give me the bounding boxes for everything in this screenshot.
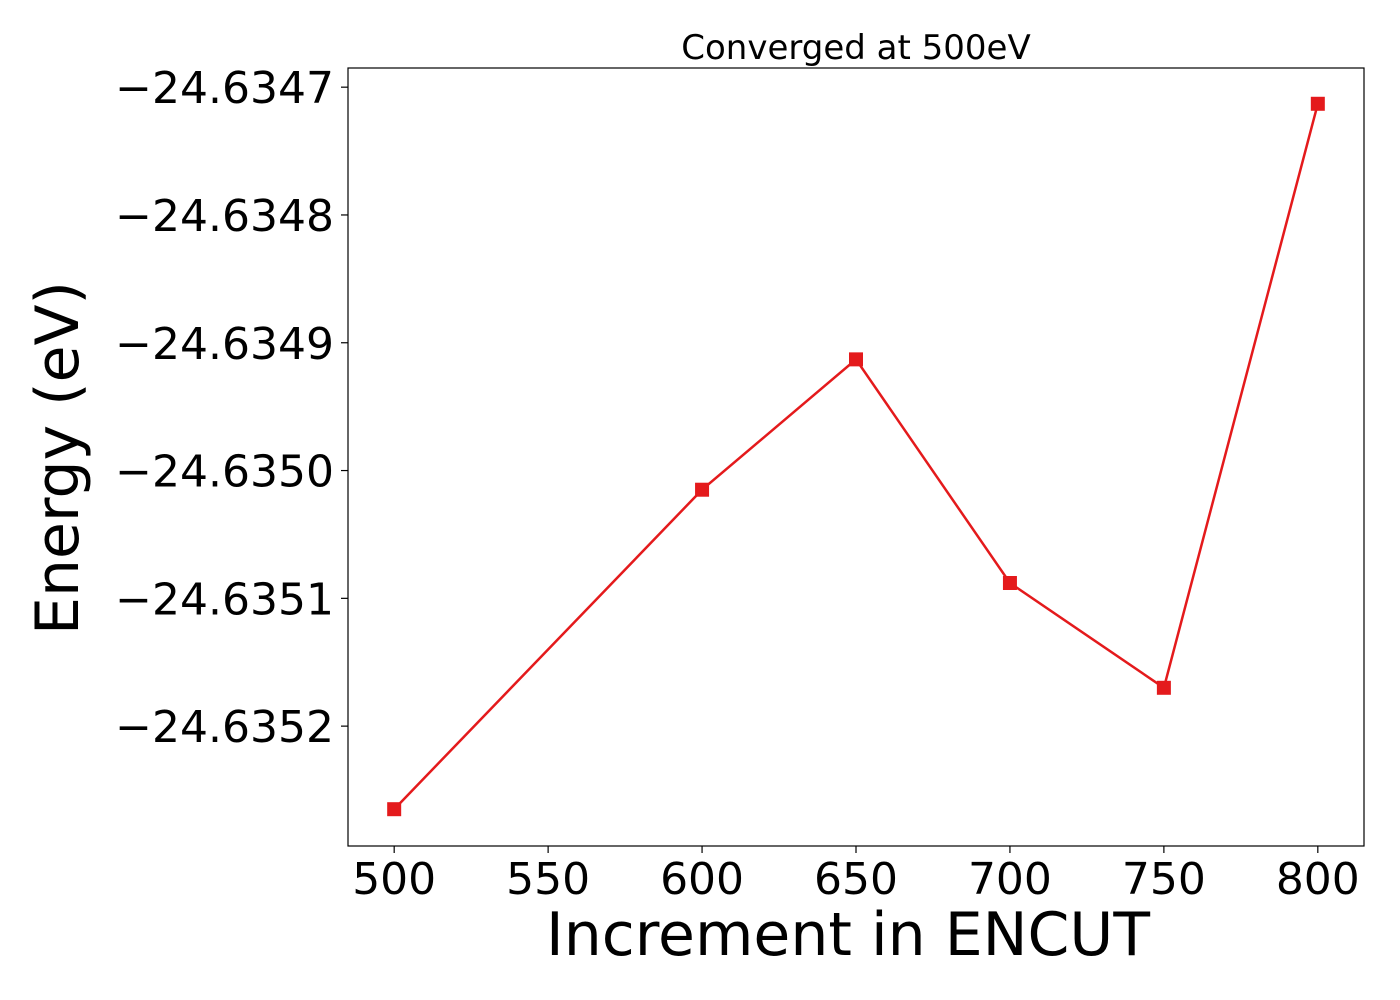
y-axis-ticks: −24.6347 −24.6348 −24.6349 −24.6350 −24.6351… (115, 63, 348, 753)
x-axis-label: Increment in ENCUT (546, 900, 1150, 970)
data-point-marker (387, 802, 402, 817)
y-tick-label: −24.6350 (115, 447, 334, 498)
chart-title: Converged at 500eV (681, 28, 1030, 68)
data-point-marker (695, 482, 710, 497)
x-tick-label: 500 (352, 854, 436, 905)
x-tick-label: 700 (968, 854, 1052, 905)
y-axis-label: Energy (eV) (23, 281, 93, 635)
y-tick-label: −24.6351 (115, 574, 334, 625)
x-tick-label: 800 (1276, 854, 1360, 905)
x-tick-label: 550 (506, 854, 590, 905)
x-tick-label: 750 (1122, 854, 1206, 905)
y-tick-label: −24.6349 (115, 319, 334, 370)
plot-area (347, 67, 1365, 847)
x-tick-label: 650 (814, 854, 898, 905)
data-point-marker (1310, 96, 1325, 111)
y-tick-label: −24.6347 (115, 63, 334, 114)
series-layer (387, 96, 1325, 817)
data-point-marker (1002, 576, 1017, 591)
data-point-marker (849, 352, 863, 367)
data-point-marker (1156, 680, 1171, 695)
y-tick-label: −24.6352 (115, 702, 334, 753)
series-line (393, 103, 1320, 811)
x-axis-ticks: 500 550 600 650 700 750 800 (352, 846, 1360, 905)
y-tick-label: −24.6348 (115, 191, 334, 242)
x-tick-label: 600 (660, 854, 744, 905)
